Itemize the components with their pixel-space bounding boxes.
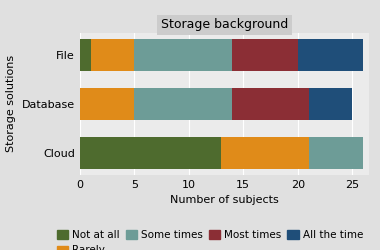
Bar (80, 88, 134, 120)
Bar (233, 39, 298, 71)
Bar (309, 137, 363, 168)
Bar (91, 39, 134, 71)
Bar (80, 137, 222, 168)
Bar (80, 39, 91, 71)
Legend: Not at all, Rarely, Some times, Most times, All the time: Not at all, Rarely, Some times, Most tim… (57, 230, 363, 250)
Bar (233, 88, 309, 120)
Bar (134, 39, 233, 71)
Bar (222, 137, 309, 168)
Bar (298, 39, 363, 71)
X-axis label: Number of subjects: Number of subjects (170, 196, 279, 205)
Y-axis label: Storage solutions: Storage solutions (6, 55, 16, 152)
Title: Storage background: Storage background (161, 18, 288, 31)
Bar (134, 88, 233, 120)
Bar (309, 88, 352, 120)
